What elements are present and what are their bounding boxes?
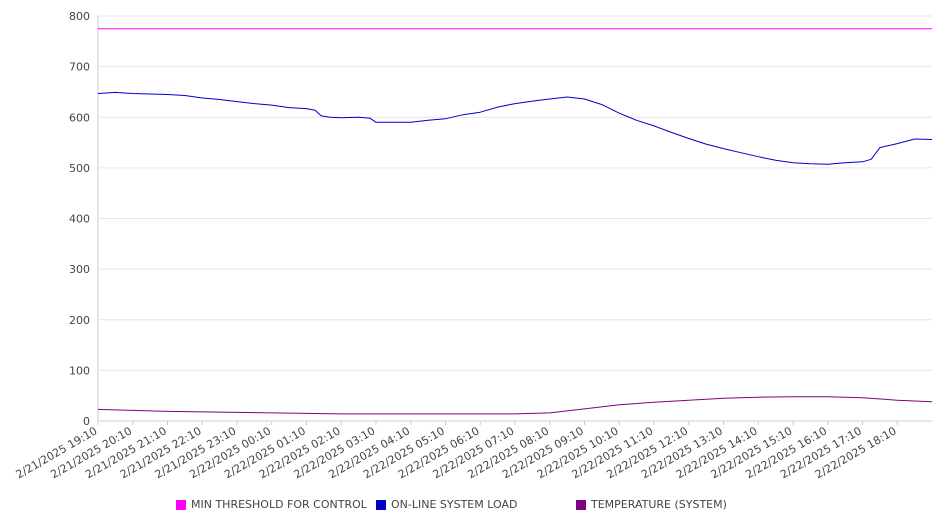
x-tick-labels: 2/21/2025 19:102/21/2025 20:102/21/2025 … — [14, 424, 899, 481]
y-tick-label-100: 100 — [69, 364, 90, 377]
legend-label-temperature: TEMPERATURE (SYSTEM) — [591, 498, 727, 511]
legend-swatch-min-threshold — [176, 499, 186, 510]
series-layer — [97, 28, 933, 415]
grid-layer — [98, 15, 932, 371]
y-tick-label-300: 300 — [69, 263, 90, 276]
legend-swatch-temperature — [576, 499, 586, 510]
series-line-temperature-system[interactable] — [97, 396, 933, 415]
legend-item-temperature[interactable]: TEMPERATURE (SYSTEM) — [576, 498, 727, 511]
series-line-on-line-system-load[interactable] — [97, 91, 933, 165]
y-tick-label-200: 200 — [69, 314, 90, 327]
chart-legend: MIN THRESHOLD FOR CONTROL ON-LINE SYSTEM… — [0, 498, 946, 516]
legend-label-min-threshold: MIN THRESHOLD FOR CONTROL — [191, 498, 367, 511]
y-tick-label-400: 400 — [69, 213, 90, 226]
legend-item-min-threshold[interactable]: MIN THRESHOLD FOR CONTROL — [176, 498, 367, 511]
line-chart: 0 100 200 300 400 500 600 700 800 2/21/2025 19:1… — [14, 10, 933, 481]
y-tick-label-700: 700 — [69, 61, 90, 74]
legend-item-system-load[interactable]: ON-LINE SYSTEM LOAD — [376, 498, 517, 511]
y-tick-label-600: 600 — [69, 111, 90, 124]
legend-swatch-system-load — [376, 499, 386, 510]
axis-layer — [97, 16, 932, 425]
y-tick-label-800: 800 — [69, 10, 90, 23]
y-tick-label-0: 0 — [83, 415, 90, 428]
y-tick-label-500: 500 — [69, 162, 90, 175]
y-tick-labels: 0 100 200 300 400 500 600 700 800 — [69, 10, 90, 428]
legend-label-system-load: ON-LINE SYSTEM LOAD — [391, 498, 518, 511]
